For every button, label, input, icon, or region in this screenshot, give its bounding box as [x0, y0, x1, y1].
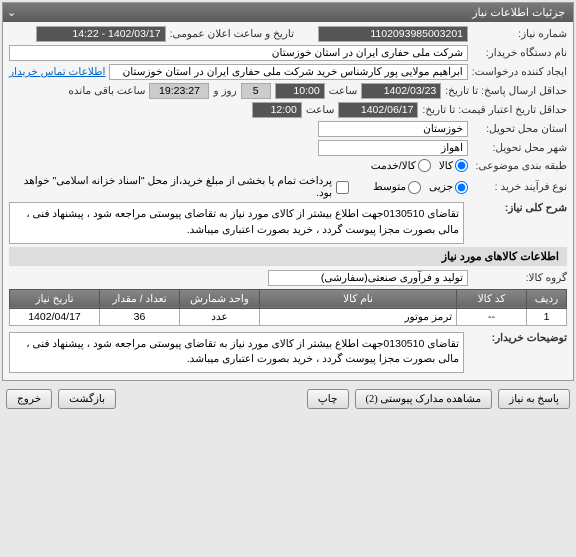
- button-bar: پاسخ به نیاز مشاهده مدارک پیوستی (2) چاپ…: [0, 383, 576, 415]
- group-label: گروه کالا:: [472, 272, 567, 284]
- proc-medium-label: متوسط: [373, 181, 406, 193]
- process-radio-group: جزیی متوسط: [373, 181, 468, 194]
- payment-checkbox[interactable]: [336, 181, 349, 194]
- buyer-org-label: نام دستگاه خریدار:: [472, 47, 567, 59]
- remaining-days: 5: [241, 83, 271, 99]
- requester-value: ابراهیم مولایی پور کارشناس خرید شرکت ملی…: [109, 64, 467, 80]
- need-number-value: 1102093985003201: [318, 26, 468, 42]
- back-button[interactable]: بازگشت: [58, 389, 116, 409]
- proc-medium-input[interactable]: [408, 181, 421, 194]
- time-label-2: ساعت: [306, 104, 335, 116]
- goods-info-header: اطلاعات کالاهای مورد نیاز: [9, 247, 567, 266]
- desc-label: شرح کلی نیاز:: [472, 202, 567, 214]
- remaining-time: 19:23:27: [149, 83, 209, 99]
- cell-qty: 36: [100, 308, 180, 325]
- th-unit: واحد شمارش: [180, 289, 260, 308]
- main-panel: جزئیات اطلاعات نیاز ⌄ شماره نیاز: 110209…: [2, 2, 574, 381]
- city-label: شهر محل تحویل:: [472, 142, 567, 154]
- table-row[interactable]: 1 -- ترمز موتور عدد 36 1402/04/17: [10, 308, 567, 325]
- validity-time: 12:00: [252, 102, 302, 118]
- proc-partial-label: جزیی: [429, 181, 453, 193]
- time-label-1: ساعت: [329, 85, 358, 97]
- cell-name: ترمز موتور: [260, 308, 457, 325]
- category-label: طبقه بندی موضوعی:: [472, 160, 567, 172]
- cat-goods-label: کالا: [439, 160, 453, 172]
- validity-date: 1402/06/17: [338, 102, 418, 118]
- payment-checkbox-row: پرداخت تمام یا بخشی از مبلغ خرید،از محل …: [9, 175, 349, 199]
- print-button[interactable]: چاپ: [307, 389, 349, 409]
- province-value: خوزستان: [318, 121, 468, 137]
- exit-button[interactable]: خروج: [6, 389, 52, 409]
- deadline-time: 10:00: [275, 83, 325, 99]
- category-radio-group: کالا کالا/خدمت: [371, 159, 468, 172]
- respond-button[interactable]: پاسخ به نیاز: [498, 389, 570, 409]
- buyer-org-value: شرکت ملی حفاری ایران در استان خوزستان: [9, 45, 468, 61]
- th-code: کد کالا: [457, 289, 527, 308]
- announce-datetime-value: 1402/03/17 - 14:22: [36, 26, 166, 42]
- goods-table: ردیف کد کالا نام کالا واحد شمارش تعداد /…: [9, 289, 567, 326]
- cat-service-label: کالا/خدمت: [371, 160, 416, 172]
- city-value: اهواز: [318, 140, 468, 156]
- group-value: تولید و فرآوری صنعتی(سفارشی): [268, 270, 468, 286]
- process-label: نوع فرآیند خرید :: [472, 181, 567, 193]
- desc-text: تقاضای 0130510جهت اطلاع بیشتر از کالای م…: [9, 202, 464, 244]
- remaining-days-label: روز و: [213, 85, 236, 97]
- th-name: نام کالا: [260, 289, 457, 308]
- cell-row: 1: [527, 308, 567, 325]
- proc-partial-radio[interactable]: جزیی: [429, 181, 468, 194]
- cat-goods-input[interactable]: [455, 159, 468, 172]
- buyer-notes-label: توضیحات خریدار:: [472, 332, 567, 344]
- deadline-label: حداقل ارسال پاسخ: تا تاریخ:: [445, 85, 567, 97]
- province-label: استان محل تحویل:: [472, 123, 567, 135]
- contact-info-link[interactable]: اطلاعات تماس خریدار: [9, 66, 105, 78]
- cell-code: --: [457, 308, 527, 325]
- proc-medium-radio[interactable]: متوسط: [373, 181, 421, 194]
- deadline-date: 1402/03/23: [361, 83, 441, 99]
- cell-date: 1402/04/17: [10, 308, 100, 325]
- cell-unit: عدد: [180, 308, 260, 325]
- requester-label: ایجاد کننده درخواست:: [472, 66, 567, 78]
- panel-title: جزئیات اطلاعات نیاز: [472, 7, 565, 19]
- announce-datetime-label: تاریخ و ساعت اعلان عمومی:: [170, 28, 294, 40]
- cat-service-input[interactable]: [418, 159, 431, 172]
- collapse-icon[interactable]: ⌄: [7, 6, 16, 19]
- buyer-notes-text: تقاضای 0130510جهت اطلاع بیشتر از کالای م…: [9, 332, 464, 374]
- panel-header: جزئیات اطلاعات نیاز ⌄: [3, 3, 573, 22]
- th-row: ردیف: [527, 289, 567, 308]
- payment-label: پرداخت تمام یا بخشی از مبلغ خرید،از محل …: [9, 175, 332, 199]
- th-qty: تعداد / مقدار: [100, 289, 180, 308]
- attachments-button[interactable]: مشاهده مدارک پیوستی (2): [355, 389, 493, 409]
- validity-label: حداقل تاریخ اعتبار قیمت: تا تاریخ:: [422, 104, 567, 116]
- th-date: تاریخ نیاز: [10, 289, 100, 308]
- remaining-suffix: ساعت باقی مانده: [68, 85, 145, 97]
- need-number-label: شماره نیاز:: [472, 28, 567, 40]
- panel-body: شماره نیاز: 1102093985003201 تاریخ و ساع…: [3, 22, 573, 380]
- proc-partial-input[interactable]: [455, 181, 468, 194]
- table-header-row: ردیف کد کالا نام کالا واحد شمارش تعداد /…: [10, 289, 567, 308]
- cat-goods-radio[interactable]: کالا: [439, 159, 468, 172]
- cat-service-radio[interactable]: کالا/خدمت: [371, 159, 431, 172]
